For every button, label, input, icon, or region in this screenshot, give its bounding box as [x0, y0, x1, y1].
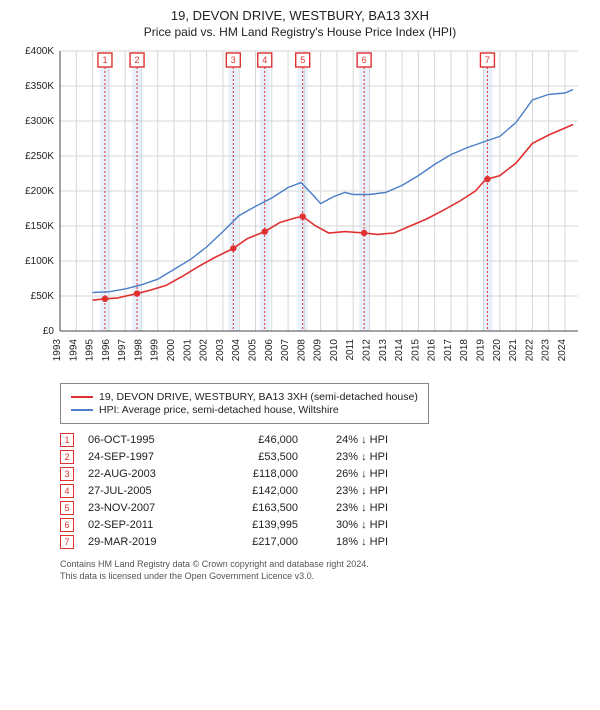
svg-text:2007: 2007 — [280, 339, 291, 362]
svg-text:£100K: £100K — [25, 256, 54, 267]
svg-text:£200K: £200K — [25, 186, 54, 197]
table-row: 3 22-AUG-2003£118,00026% ↓ HPI — [60, 467, 588, 481]
row-price: £139,995 — [208, 519, 298, 531]
table-row: 5 23-NOV-2007£163,50023% ↓ HPI — [60, 501, 588, 515]
row-date: 27-JUL-2005 — [88, 485, 208, 497]
svg-text:2013: 2013 — [378, 339, 389, 362]
page-subtitle: Price paid vs. HM Land Registry's House … — [12, 25, 588, 39]
table-row: 7 29-MAR-2019£217,00018% ↓ HPI — [60, 535, 588, 549]
row-marker: 5 — [60, 501, 74, 515]
svg-text:4: 4 — [262, 55, 267, 65]
svg-text:2019: 2019 — [476, 339, 487, 362]
row-pct: 23% ↓ HPI — [298, 485, 388, 497]
legend-label: 19, DEVON DRIVE, WESTBURY, BA13 3XH (sem… — [99, 391, 418, 403]
svg-text:£150K: £150K — [25, 221, 54, 232]
row-price: £142,000 — [208, 485, 298, 497]
page-title: 19, DEVON DRIVE, WESTBURY, BA13 3XH — [12, 8, 588, 23]
svg-text:£50K: £50K — [31, 291, 55, 302]
row-price: £53,500 — [208, 451, 298, 463]
legend-row: 19, DEVON DRIVE, WESTBURY, BA13 3XH (sem… — [71, 391, 418, 403]
svg-text:2011: 2011 — [345, 339, 356, 361]
row-date: 24-SEP-1997 — [88, 451, 208, 463]
svg-text:2024: 2024 — [557, 339, 568, 362]
svg-text:2000: 2000 — [166, 339, 177, 362]
legend-label: HPI: Average price, semi-detached house,… — [99, 404, 339, 416]
row-marker: 7 — [60, 535, 74, 549]
svg-text:2006: 2006 — [264, 339, 275, 362]
svg-text:6: 6 — [362, 55, 367, 65]
row-price: £118,000 — [208, 468, 298, 480]
legend: 19, DEVON DRIVE, WESTBURY, BA13 3XH (sem… — [60, 383, 429, 424]
svg-text:1994: 1994 — [68, 339, 79, 362]
svg-text:5: 5 — [300, 55, 305, 65]
table-row: 6 02-SEP-2011£139,99530% ↓ HPI — [60, 518, 588, 532]
table-row: 1 06-OCT-1995£46,00024% ↓ HPI — [60, 433, 588, 447]
svg-text:2009: 2009 — [313, 339, 324, 362]
row-date: 02-SEP-2011 — [88, 519, 208, 531]
svg-text:2015: 2015 — [410, 339, 421, 362]
row-pct: 26% ↓ HPI — [298, 468, 388, 480]
svg-text:2016: 2016 — [427, 339, 438, 362]
svg-text:2008: 2008 — [296, 339, 307, 362]
svg-text:2001: 2001 — [182, 339, 193, 362]
svg-text:1999: 1999 — [150, 339, 161, 362]
footer-line2: This data is licensed under the Open Gov… — [60, 571, 588, 583]
row-date: 23-NOV-2007 — [88, 502, 208, 514]
table-row: 2 24-SEP-1997£53,50023% ↓ HPI — [60, 450, 588, 464]
svg-text:2023: 2023 — [541, 339, 552, 362]
svg-text:2012: 2012 — [361, 339, 372, 362]
svg-text:2010: 2010 — [329, 339, 340, 362]
row-pct: 23% ↓ HPI — [298, 502, 388, 514]
row-pct: 30% ↓ HPI — [298, 519, 388, 531]
svg-text:£0: £0 — [43, 326, 55, 337]
svg-text:£400K: £400K — [25, 46, 54, 57]
svg-text:2005: 2005 — [247, 339, 258, 362]
svg-text:2: 2 — [135, 55, 140, 65]
legend-swatch — [71, 396, 93, 398]
row-marker: 3 — [60, 467, 74, 481]
svg-text:2022: 2022 — [524, 339, 535, 362]
row-marker: 2 — [60, 450, 74, 464]
svg-text:2017: 2017 — [443, 339, 454, 362]
chart-area: £0 £50K £100K £150K £200K £250K £300K £350K £400… — [12, 45, 588, 375]
row-date: 06-OCT-1995 — [88, 434, 208, 446]
svg-text:2020: 2020 — [492, 339, 503, 362]
svg-text:1993: 1993 — [52, 339, 63, 362]
svg-text:1996: 1996 — [101, 339, 112, 362]
footer-line1: Contains HM Land Registry data © Crown c… — [60, 559, 588, 571]
svg-text:2002: 2002 — [199, 339, 210, 362]
svg-text:2004: 2004 — [231, 339, 242, 362]
legend-row: HPI: Average price, semi-detached house,… — [71, 404, 418, 416]
chart-svg: £0 £50K £100K £150K £200K £250K £300K £350K £400… — [12, 45, 582, 375]
svg-text:1997: 1997 — [117, 339, 128, 362]
row-marker: 4 — [60, 484, 74, 498]
row-price: £163,500 — [208, 502, 298, 514]
row-date: 29-MAR-2019 — [88, 536, 208, 548]
svg-text:1998: 1998 — [133, 339, 144, 362]
transactions-table: 1 06-OCT-1995£46,00024% ↓ HPI 2 24-SEP-1997… — [60, 433, 588, 549]
svg-text:2014: 2014 — [394, 339, 405, 362]
svg-text:£300K: £300K — [25, 116, 54, 127]
svg-text:2018: 2018 — [459, 339, 470, 362]
legend-swatch — [71, 409, 93, 411]
table-row: 4 27-JUL-2005£142,00023% ↓ HPI — [60, 484, 588, 498]
row-date: 22-AUG-2003 — [88, 468, 208, 480]
svg-text:2021: 2021 — [508, 339, 519, 362]
svg-text:2003: 2003 — [215, 339, 226, 362]
footer: Contains HM Land Registry data © Crown c… — [60, 559, 588, 582]
row-price: £217,000 — [208, 536, 298, 548]
row-marker: 1 — [60, 433, 74, 447]
svg-text:1995: 1995 — [85, 339, 96, 362]
svg-text:3: 3 — [231, 55, 236, 65]
svg-text:1: 1 — [102, 55, 107, 65]
row-marker: 6 — [60, 518, 74, 532]
row-pct: 24% ↓ HPI — [298, 434, 388, 446]
svg-text:£250K: £250K — [25, 151, 54, 162]
row-pct: 23% ↓ HPI — [298, 451, 388, 463]
svg-text:7: 7 — [485, 55, 490, 65]
svg-text:£350K: £350K — [25, 81, 54, 92]
row-price: £46,000 — [208, 434, 298, 446]
row-pct: 18% ↓ HPI — [298, 536, 388, 548]
